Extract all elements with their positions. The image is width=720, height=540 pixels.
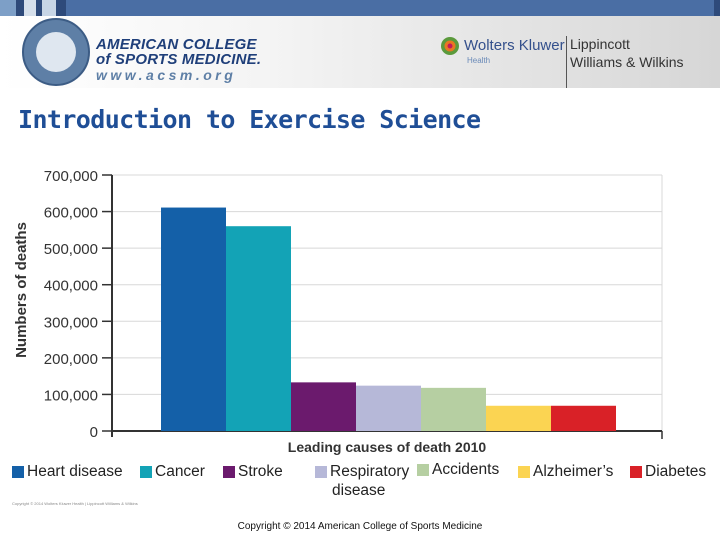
legend-item: Diabetes: [630, 462, 706, 481]
y-axis-label: Numbers of deaths: [13, 222, 30, 358]
strip-segment: [42, 0, 56, 16]
lww-line2: Williams & Wilkins: [570, 54, 684, 70]
legend-label: Alzheimer’s: [533, 463, 614, 480]
fine-print-copyright: Copyright © 2014 Wolters Kluwer Health |…: [12, 501, 138, 506]
legend-swatch: [315, 466, 327, 478]
legend-item: Accidents: [417, 460, 499, 479]
strip-segment: [56, 0, 66, 16]
strip-segment: [36, 0, 42, 16]
strip-segment: [714, 0, 720, 16]
strip-segment: [16, 0, 24, 16]
legend-swatch: [630, 466, 642, 478]
bar: [161, 207, 226, 431]
bar: [356, 385, 421, 431]
legend-label: Accidents: [432, 461, 500, 478]
legend-item: Heart disease: [12, 462, 123, 481]
slide-copyright: Copyright © 2014 American College of Spo…: [237, 521, 483, 532]
bar-chart: 0 100,000 200,000 300,000 400,000 500,000 600,…: [13, 168, 663, 455]
y-tick-label: 600,000: [44, 205, 98, 222]
bar: [291, 382, 356, 431]
legend-swatch: [417, 464, 429, 476]
wolters-kluwer-logo-icon: [441, 37, 459, 55]
y-tick-label: 500,000: [44, 241, 98, 258]
strip-segment: [24, 0, 36, 16]
acsm-name-line2: of SPORTS MEDICINE.: [96, 51, 262, 68]
y-tick-label: 200,000: [44, 351, 98, 368]
legend-item: Alzheimer’s: [518, 462, 613, 481]
legend-swatch: [223, 466, 235, 478]
chart-legend: Heart disease Cancer Stroke Respiratory dise…: [10, 460, 720, 502]
y-tick-label: 100,000: [44, 387, 98, 404]
bar: [551, 405, 616, 431]
acsm-name-line1: AMERICAN COLLEGE: [96, 36, 257, 53]
y-tick-label: 700,000: [44, 168, 98, 185]
strip-segment: [66, 0, 714, 16]
legend-label: Respiratory disease: [330, 463, 410, 499]
acsm-url: www.acsm.org: [96, 67, 237, 83]
bar: [421, 387, 486, 431]
top-color-strip: [0, 0, 720, 16]
y-tick-label: 300,000: [44, 314, 98, 331]
slide-header: AMERICAN COLLEGE of SPORTS MEDICINE. www…: [0, 16, 720, 88]
legend-swatch: [140, 466, 152, 478]
strip-segment: [0, 0, 16, 16]
y-tick-label: 0: [90, 424, 98, 441]
legend-item: Cancer: [140, 462, 205, 481]
publisher-name: Wolters Kluwer: [464, 37, 565, 54]
lww-line1: Lippincott: [570, 36, 630, 52]
legend-label: Stroke: [238, 463, 283, 480]
acsm-seal-icon: [22, 18, 90, 86]
bar: [226, 226, 291, 431]
legend-item: Respiratory disease: [315, 462, 409, 500]
legend-item: Stroke: [223, 462, 283, 481]
legend-swatch: [518, 466, 530, 478]
legend-label: Heart disease: [27, 463, 123, 480]
y-tick-label: 400,000: [44, 278, 98, 295]
legend-swatch: [12, 466, 24, 478]
legend-label: Diabetes: [645, 463, 707, 480]
x-axis-label: Leading causes of death 2010: [288, 439, 487, 455]
slide-title: Introduction to Exercise Science: [18, 105, 481, 134]
bar: [486, 405, 551, 431]
legend-label: Cancer: [155, 463, 205, 480]
logo-divider: [566, 36, 567, 88]
publisher-sub: Health: [467, 56, 491, 65]
